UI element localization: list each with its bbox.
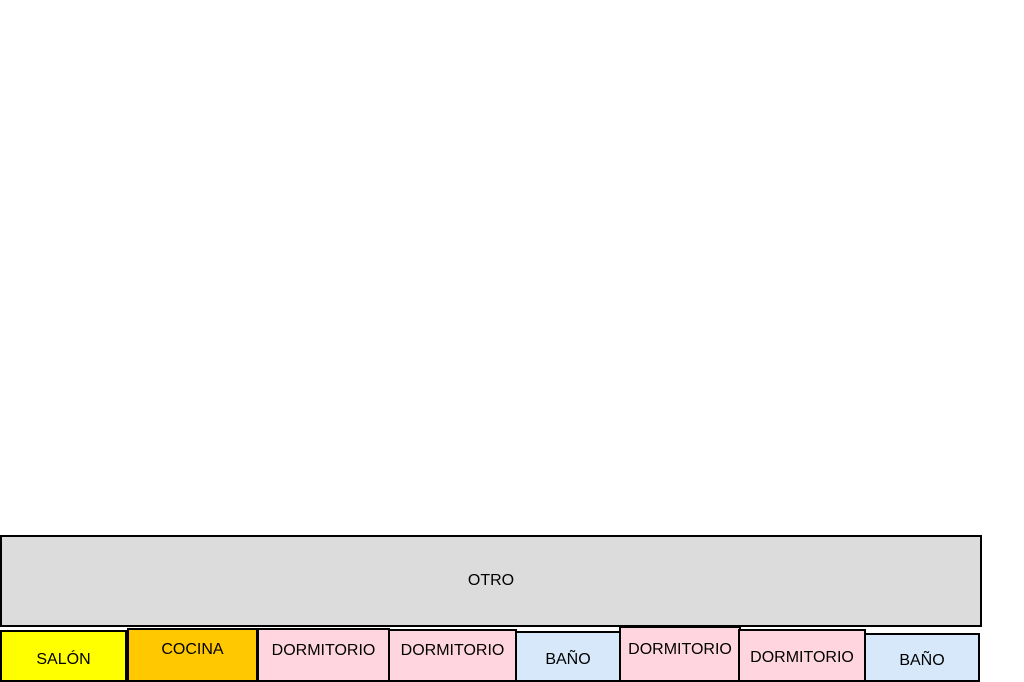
room: DORMITORIO [619, 626, 741, 682]
room-label: DORMITORIO [628, 641, 732, 658]
room: BAÑO [515, 631, 621, 682]
room: SALÓN [0, 630, 127, 682]
room-label: DORMITORIO [400, 641, 505, 659]
room: BAÑO [864, 633, 980, 682]
room-label: SALÓN [36, 651, 91, 668]
room-label: DORMITORIO [750, 648, 854, 666]
room: OTRO [0, 535, 982, 627]
room: COCINA [127, 628, 258, 682]
room-label: BAÑO [545, 650, 591, 668]
room-label: DORMITORIO [271, 642, 376, 659]
room: DORMITORIO [388, 629, 517, 682]
room: DORMITORIO [738, 629, 866, 682]
room-label: BAÑO [899, 651, 945, 669]
room-label: COCINA [161, 641, 224, 658]
room: DORMITORIO [257, 628, 390, 682]
room-label: OTRO [467, 572, 515, 589]
